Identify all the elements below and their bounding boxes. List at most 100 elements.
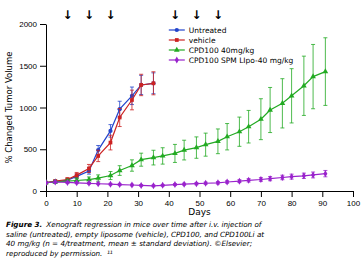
- legend-item: vehicle: [169, 36, 216, 45]
- x-axis-title: Days: [188, 207, 211, 217]
- error-bar: [182, 140, 186, 160]
- y-tick-label: 0: [33, 187, 38, 196]
- x-tick-mark: [353, 191, 354, 197]
- error-bar: [75, 172, 79, 177]
- error-bar: [130, 90, 134, 110]
- caption-line: reproduced by permission. ¹¹: [6, 249, 113, 258]
- marker: [87, 180, 91, 187]
- x-tick-label: 80: [288, 199, 297, 208]
- y-tick-label: 500: [24, 145, 38, 154]
- marker: [46, 179, 48, 186]
- y-tick-label: 2000: [19, 20, 37, 29]
- x-tick: 40: [165, 191, 174, 208]
- x-tick-label: 70: [257, 199, 266, 208]
- error-bar: [130, 160, 134, 171]
- marker: [151, 182, 155, 189]
- x-tick: 20: [103, 191, 112, 208]
- caption-line: Figure 3.Xenograft regression in mice ov…: [6, 220, 263, 229]
- legend-swatch-marker: [175, 57, 179, 64]
- marker: [87, 167, 91, 171]
- annotation-arrow: ↓: [62, 8, 72, 22]
- legend-label: vehicle: [189, 36, 216, 45]
- series: [46, 38, 328, 185]
- x-tick-mark: [46, 191, 47, 197]
- annotation-arrow: ↓: [84, 8, 94, 22]
- x-tick: 100: [347, 191, 361, 208]
- error-bar: [108, 172, 112, 180]
- x-tick: 90: [318, 191, 327, 208]
- marker: [138, 156, 144, 161]
- marker: [130, 182, 134, 189]
- series-line: [46, 83, 153, 182]
- error-bar: [173, 144, 177, 162]
- marker: [95, 175, 101, 180]
- error-bar: [225, 124, 229, 150]
- y-axis: 0 500 1000 1500 2000: [19, 20, 46, 196]
- caption: Figure 3.Xenograft regression in mice ov…: [6, 220, 265, 258]
- series: [46, 72, 155, 185]
- marker: [129, 162, 135, 167]
- x-tick: 80: [288, 191, 297, 208]
- error-bar: [237, 117, 241, 146]
- error-bar: [290, 69, 294, 123]
- series-line: [46, 72, 325, 183]
- marker: [96, 180, 100, 187]
- legend-label: CPD100 40mg/kg: [189, 46, 255, 55]
- chart: 01020304050607080901000500100015002000Da…: [0, 0, 363, 267]
- marker: [246, 123, 252, 128]
- caption-line: saline (untreated), empty liposome (vehi…: [6, 230, 265, 239]
- x-tick-mark: [261, 191, 262, 197]
- error-bar: [290, 174, 294, 179]
- x-tick-label: 40: [165, 199, 174, 208]
- series-line: [46, 83, 153, 182]
- marker: [216, 179, 220, 186]
- plot: 01020304050607080901000500100015002000Da…: [4, 8, 361, 217]
- marker: [310, 73, 316, 78]
- x-tick-mark: [230, 191, 231, 197]
- marker: [151, 154, 157, 159]
- x-tick: 60: [226, 191, 235, 208]
- error-bar: [302, 56, 306, 115]
- marker: [280, 174, 284, 181]
- caption-line: 40 mg/kg (n = 4/treatment, mean ± standa…: [6, 239, 252, 248]
- marker: [108, 181, 112, 188]
- error-bar: [139, 153, 143, 166]
- y-tick: 2000: [19, 20, 46, 29]
- caption-text: saline (untreated), empty liposome (vehi…: [6, 230, 265, 239]
- y-tick: 0: [33, 187, 46, 196]
- marker: [237, 128, 243, 133]
- y-axis-line: [46, 25, 47, 192]
- marker: [161, 182, 165, 189]
- x-tick-mark: [107, 191, 108, 197]
- marker: [75, 179, 79, 186]
- error-bar: [96, 150, 100, 161]
- marker: [117, 167, 123, 172]
- error-bar: [194, 137, 198, 158]
- marker: [290, 173, 294, 180]
- x-tick-mark: [77, 191, 78, 197]
- series: [46, 73, 156, 185]
- y-tick: 1500: [19, 62, 46, 71]
- x-tick: 30: [134, 191, 143, 208]
- y-tick-mark: [40, 149, 46, 150]
- x-tick-label: 30: [134, 199, 143, 208]
- x-tick: 70: [257, 191, 266, 208]
- marker: [225, 179, 229, 186]
- marker: [289, 93, 295, 98]
- caption-text: reproduced by permission. ¹¹: [6, 249, 113, 258]
- marker: [268, 175, 272, 182]
- error-bar: [151, 72, 155, 95]
- x-tick-mark: [322, 191, 323, 197]
- marker: [258, 116, 264, 121]
- y-tick: 1000: [19, 104, 46, 113]
- marker: [237, 178, 241, 185]
- marker: [139, 83, 143, 87]
- marker: [194, 180, 198, 187]
- x-tick-mark: [292, 191, 293, 197]
- marker: [53, 179, 57, 186]
- marker: [301, 83, 307, 88]
- y-tick-mark: [40, 108, 46, 109]
- legend-item: Untreated: [169, 26, 227, 35]
- error-bar: [280, 79, 284, 128]
- marker: [151, 81, 155, 85]
